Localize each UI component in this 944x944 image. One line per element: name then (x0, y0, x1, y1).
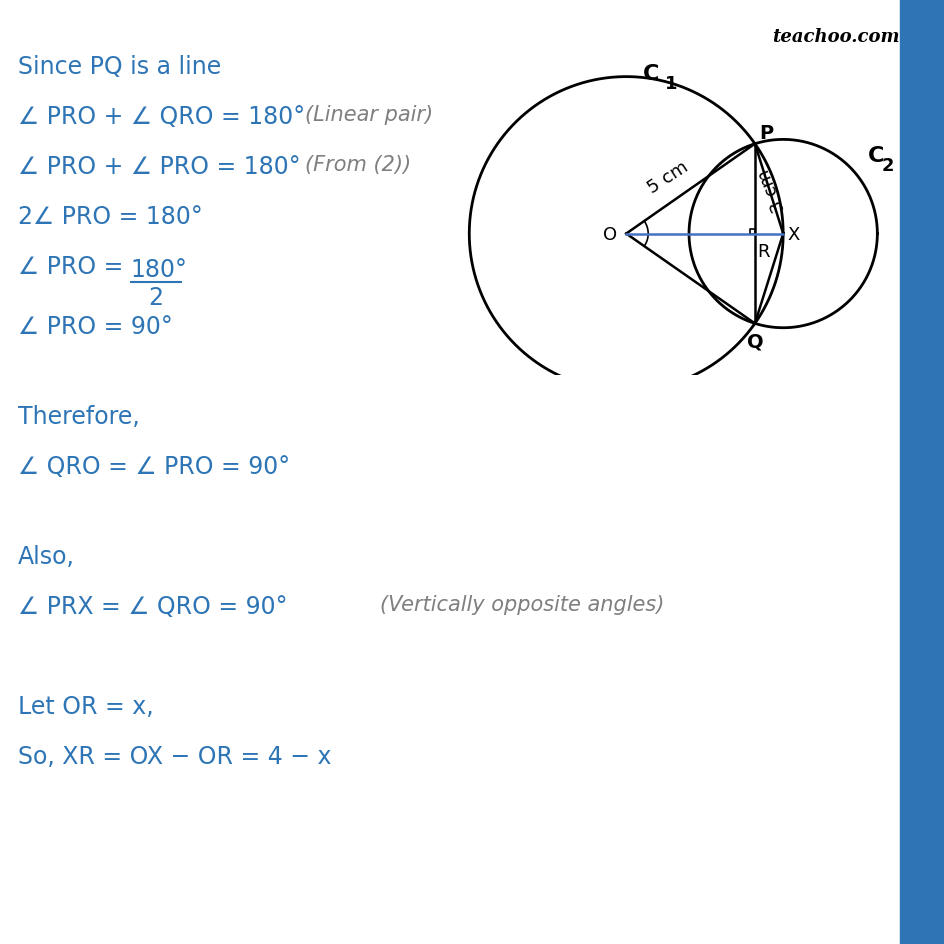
Text: ∠ PRO = 90°: ∠ PRO = 90° (18, 314, 173, 339)
Text: C: C (643, 64, 659, 84)
Text: teachoo.com: teachoo.com (771, 28, 899, 46)
Text: 3 cm: 3 cm (754, 166, 787, 213)
Text: ∠ PRO + ∠ QRO = 180°: ∠ PRO + ∠ QRO = 180° (18, 105, 305, 129)
Text: (Vertically opposite angles): (Vertically opposite angles) (379, 595, 664, 615)
Text: (From (2)): (From (2)) (305, 155, 411, 175)
Text: Also,: Also, (18, 545, 75, 568)
Text: ∠ PRO =: ∠ PRO = (18, 255, 130, 278)
Text: X: X (787, 226, 800, 244)
Text: Q: Q (746, 332, 763, 351)
Text: 1: 1 (664, 76, 676, 93)
Text: R: R (757, 244, 769, 261)
Text: (Linear pair): (Linear pair) (305, 105, 432, 125)
Text: Since PQ is a line: Since PQ is a line (18, 55, 221, 79)
Text: C: C (867, 145, 884, 165)
Bar (899, 0, 944, 944)
Text: 5 cm: 5 cm (644, 158, 691, 197)
Text: P: P (759, 124, 773, 143)
Text: O: O (602, 226, 616, 244)
Text: 2: 2 (148, 286, 162, 310)
Text: 2∠ PRO = 180°: 2∠ PRO = 180° (18, 205, 203, 228)
Text: 180°: 180° (130, 258, 187, 281)
Text: Let OR = x,: Let OR = x, (18, 694, 154, 718)
Text: ∠ PRX = ∠ QRO = 90°: ∠ PRX = ∠ QRO = 90° (18, 595, 287, 618)
Text: So, XR = OX − OR = 4 − x: So, XR = OX − OR = 4 − x (18, 744, 331, 768)
Text: ∠ QRO = ∠ PRO = 90°: ∠ QRO = ∠ PRO = 90° (18, 454, 290, 479)
Text: Therefore,: Therefore, (18, 405, 140, 429)
Text: 2: 2 (880, 157, 893, 175)
Text: ∠ PRO + ∠ PRO = 180°: ∠ PRO + ∠ PRO = 180° (18, 155, 300, 178)
